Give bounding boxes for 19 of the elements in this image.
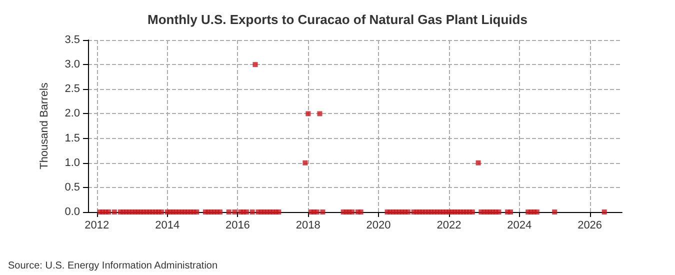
y-axis-title: Thousand Barrels: [38, 82, 50, 170]
x-tick-label: 2012: [84, 220, 110, 232]
y-tick-label: 3.5: [64, 34, 80, 46]
y-tick-label: 3.0: [64, 58, 80, 71]
x-tick-label: 2016: [225, 220, 250, 232]
x-tick-label: 2024: [507, 220, 532, 232]
y-tick-label: 0.0: [64, 206, 80, 218]
x-tick-label: 2018: [296, 220, 320, 232]
source-note: Source: U.S. Energy Information Administration: [8, 260, 218, 272]
x-tick-label: 2022: [436, 220, 462, 232]
y-tick-label: 0.5: [64, 181, 80, 194]
x-tick-label: 2026: [578, 220, 602, 232]
chart-title: Monthly U.S. Exports to Curacao of Natural Gas Plant Liquids: [148, 12, 528, 27]
x-tick-label: 2014: [155, 220, 180, 232]
x-tick-label: 2020: [366, 220, 391, 232]
y-tick-label: 2.5: [64, 83, 80, 96]
y-tick-label: 2.0: [64, 108, 80, 120]
y-tick-label: 1.0: [64, 156, 80, 169]
y-tick-label: 1.5: [64, 132, 80, 144]
